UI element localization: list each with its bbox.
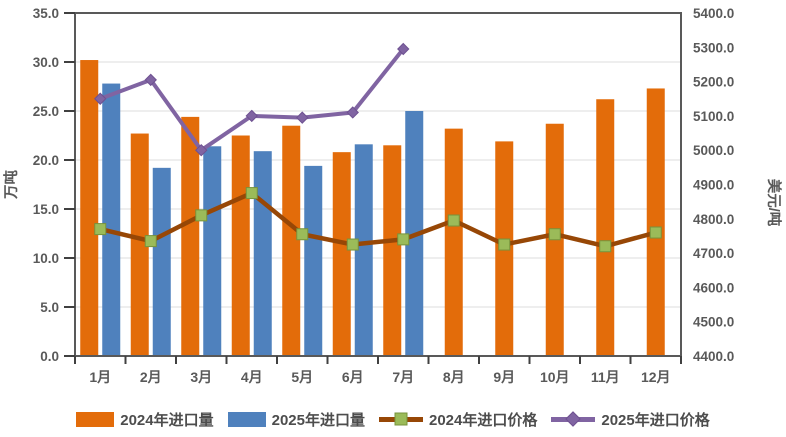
legend-swatch-2025-price-icon bbox=[551, 411, 596, 427]
marker-square bbox=[599, 240, 612, 253]
x-axis-label: 9月 bbox=[493, 369, 515, 385]
legend-swatch-2025-volume-icon bbox=[227, 411, 266, 427]
marker-diamond bbox=[397, 42, 410, 56]
bar-2025-4月 bbox=[253, 151, 272, 356]
y-axis-tick-label-left: 35.0 bbox=[33, 6, 59, 21]
chart-svg: 0.0 5.0 10.0 15.0 20.0 25.0 30.0 35.0 4400.0 4500… bbox=[2, 6, 783, 385]
y-axis-tick-label-left: 30.0 bbox=[33, 55, 59, 70]
diamond-marker-icon bbox=[565, 411, 582, 427]
legend-label-2024-price: 2024年进口价格 bbox=[429, 411, 538, 429]
bar-2024-5月 bbox=[282, 125, 301, 356]
legend-swatch-2024-volume-icon bbox=[76, 411, 115, 427]
marker-square bbox=[548, 228, 561, 241]
x-axis-label: 11月 bbox=[591, 369, 620, 385]
marker-square bbox=[144, 235, 157, 248]
legend-item-2024-volume: 2024年进口量 bbox=[76, 409, 214, 430]
x-axis-label: 6月 bbox=[342, 369, 364, 385]
bar-2024-11月 bbox=[596, 99, 615, 357]
y-axis-tick-label-left: 15.0 bbox=[33, 202, 59, 217]
y-axis-tick-label-right: 5200.0 bbox=[693, 75, 734, 90]
bar-2025-5月 bbox=[304, 165, 323, 356]
line-2024年进口价格 bbox=[98, 190, 658, 249]
legend-item-2024-price: 2024年进口价格 bbox=[379, 409, 537, 430]
x-axis-label: 4月 bbox=[241, 369, 263, 385]
legend-item-2025-price: 2025年进口价格 bbox=[551, 409, 710, 430]
y-axis-tick-label-left: 0.0 bbox=[40, 349, 59, 364]
bar-2025-2月 bbox=[152, 167, 171, 356]
x-axis-label: 8月 bbox=[443, 369, 465, 385]
marker-square bbox=[94, 223, 107, 236]
y-axis-tick-label-left: 10.0 bbox=[33, 251, 59, 266]
marker-square bbox=[296, 228, 309, 241]
bar-2024-8月 bbox=[444, 128, 463, 356]
marker-square bbox=[245, 187, 258, 200]
y-axis-tick-label-right: 4400.0 bbox=[693, 349, 734, 364]
y-axis-tick-label-right: 5100.0 bbox=[693, 109, 734, 124]
x-axis-label: 12月 bbox=[641, 369, 671, 385]
bar-2024-2月 bbox=[130, 133, 149, 356]
marker-square bbox=[195, 209, 208, 222]
bar-2025-3月 bbox=[203, 146, 222, 356]
legend-label-2024-volume: 2024年进口量 bbox=[120, 411, 214, 429]
x-axis-label: 7月 bbox=[392, 369, 414, 385]
y-axis-tick-label-left: 20.0 bbox=[33, 153, 59, 168]
x-axis-label: 2月 bbox=[140, 369, 162, 385]
marker-diamond bbox=[346, 106, 359, 119]
bar-2025-1月 bbox=[102, 83, 121, 356]
bar-2025-6月 bbox=[354, 144, 373, 356]
legend-label-2025-volume: 2025年进口量 bbox=[271, 411, 365, 429]
legend-label-2025-price: 2025年进口价格 bbox=[601, 411, 710, 429]
marker-square bbox=[447, 214, 460, 227]
right-axis-title: 美元/吨 bbox=[765, 179, 783, 227]
x-axis-label: 10月 bbox=[540, 369, 570, 385]
x-axis-label: 3月 bbox=[190, 369, 212, 385]
legend-item-2025-volume: 2025年进口量 bbox=[227, 409, 365, 430]
y-axis-tick-label-right: 4600.0 bbox=[693, 280, 734, 295]
y-axis-tick-label-right: 4700.0 bbox=[693, 246, 734, 261]
marker-square bbox=[397, 233, 410, 246]
legend-swatch-2024-price-icon bbox=[379, 412, 423, 426]
marker-diamond bbox=[195, 143, 208, 157]
y-axis-tick-label-right: 4500.0 bbox=[693, 315, 734, 330]
y-axis-tick-label-right: 5300.0 bbox=[693, 40, 734, 55]
marker-diamond bbox=[245, 109, 258, 123]
y-axis-tick-label-right: 5000.0 bbox=[693, 143, 734, 158]
marker-diamond bbox=[296, 111, 309, 124]
square-marker-icon bbox=[394, 412, 408, 426]
marker-square bbox=[498, 238, 511, 251]
left-axis-title: 万吨 bbox=[2, 170, 20, 200]
bar-2024-7月 bbox=[383, 145, 402, 356]
x-axis-label: 5月 bbox=[291, 369, 313, 385]
marker-square bbox=[649, 226, 662, 239]
y-axis-tick-label-left: 25.0 bbox=[33, 104, 59, 119]
legend: 2024年进口量 2025年进口量 2024年进口价格 2025年进口价格 bbox=[0, 403, 786, 435]
marker-diamond bbox=[144, 73, 157, 87]
bar-2024-1月 bbox=[80, 60, 99, 356]
y-axis-tick-label-right: 5400.0 bbox=[693, 6, 734, 21]
bar-2024-12月 bbox=[646, 88, 665, 357]
bar-2024-4月 bbox=[231, 135, 250, 356]
bar-2024-6月 bbox=[332, 152, 351, 356]
bar-2024-3月 bbox=[181, 116, 200, 356]
marker-diamond bbox=[94, 92, 107, 105]
y-axis-tick-label-right: 4900.0 bbox=[693, 178, 734, 193]
marker-square bbox=[346, 238, 359, 251]
x-axis-label: 1月 bbox=[89, 369, 111, 385]
y-axis-tick-label-left: 5.0 bbox=[40, 300, 59, 315]
y-axis-tick-label-right: 4800.0 bbox=[693, 212, 734, 227]
